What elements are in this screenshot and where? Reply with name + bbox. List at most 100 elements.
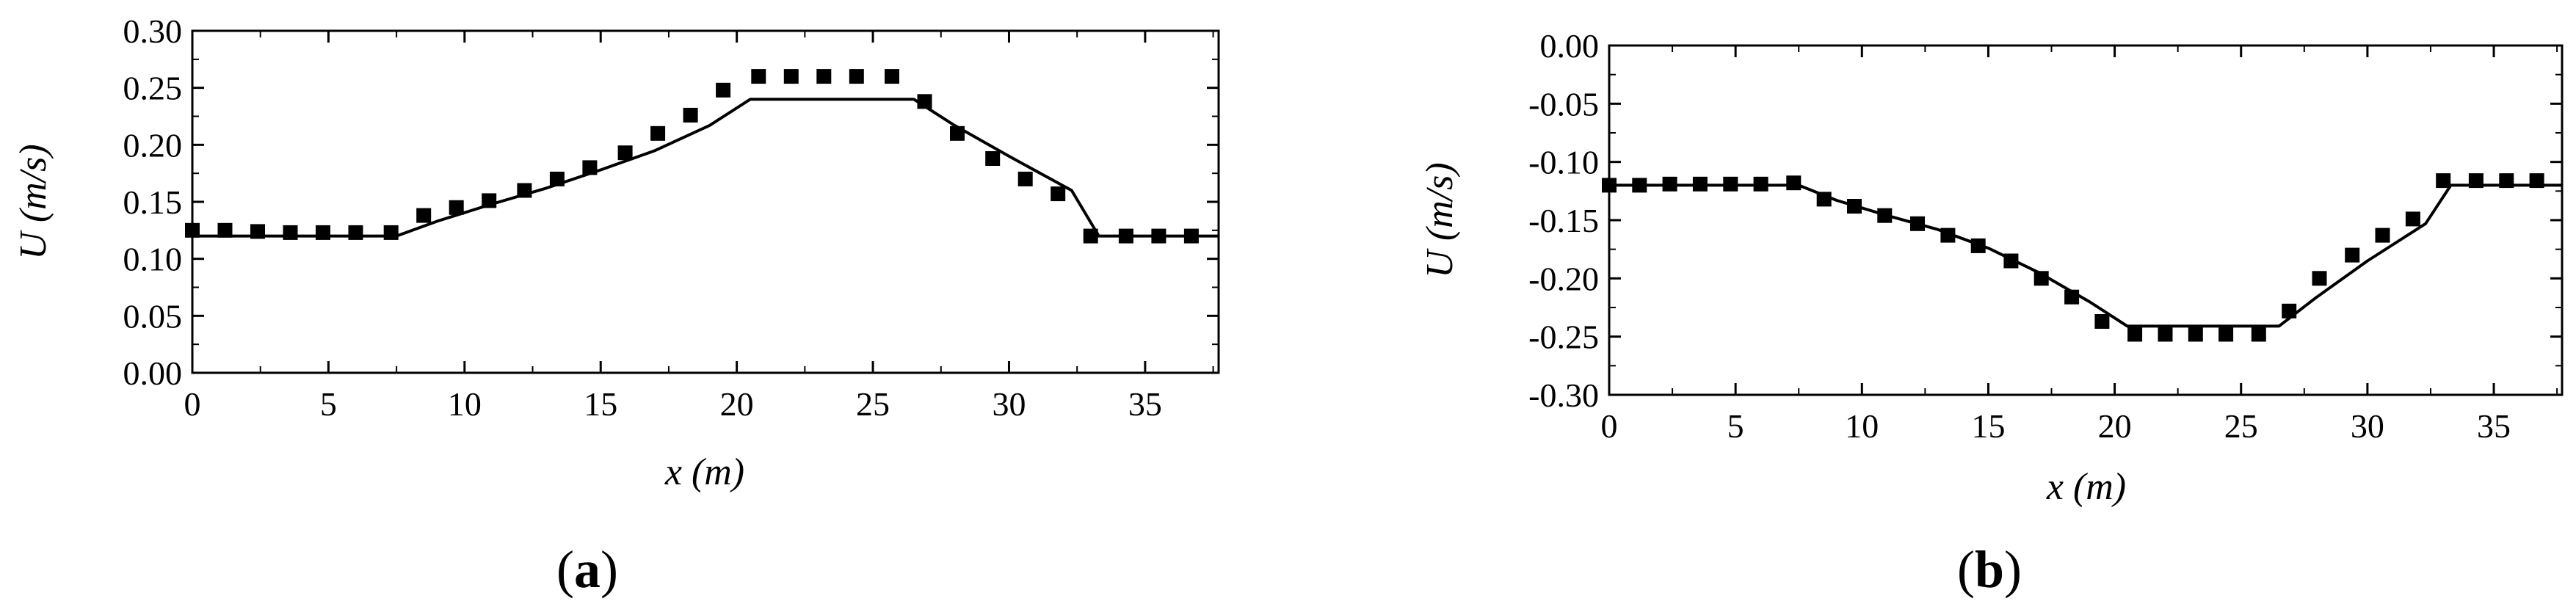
data-point xyxy=(316,225,330,240)
y-tick-label: 0.00 xyxy=(123,354,183,392)
data-point xyxy=(917,94,932,109)
data-point xyxy=(950,125,965,141)
y-tick-label: -0.20 xyxy=(1528,260,1599,297)
data-point xyxy=(716,82,731,98)
data-point xyxy=(2312,271,2327,286)
x-tick-label: 25 xyxy=(2224,407,2258,445)
y-tick-label: 0.30 xyxy=(123,12,183,50)
data-point xyxy=(416,208,432,223)
data-point xyxy=(751,69,766,84)
chart-b: 0 5 10 15 20 25 30 35 -0.30 -0.25 -0.20 -0.15 -0.10 -… xyxy=(1419,27,2564,508)
x-tick-label: 30 xyxy=(2351,407,2384,445)
data-point xyxy=(2218,327,2234,342)
y-tick-label: -0.30 xyxy=(1528,376,1599,414)
y-axis-label: U (m/s) xyxy=(12,144,54,259)
data-point xyxy=(1083,228,1098,244)
data-point xyxy=(1151,228,1167,244)
chart-a: 0 5 10 15 20 25 30 35 0.00 0.05 0.10 0.15 0.20 0.25 0.… xyxy=(12,12,1220,493)
x-tick-label: 25 xyxy=(856,385,890,423)
data-point xyxy=(1017,171,1033,186)
y-tick-label: -0.25 xyxy=(1528,319,1599,356)
data-point xyxy=(650,125,666,141)
data-point xyxy=(482,193,497,208)
plot-frame xyxy=(191,29,1220,374)
data-point xyxy=(985,151,1001,166)
data-point xyxy=(1970,238,1986,253)
data-point xyxy=(582,160,598,175)
data-point xyxy=(2127,327,2143,342)
data-point xyxy=(1786,175,1802,191)
data-point xyxy=(2499,173,2514,189)
y-tick-label: -0.05 xyxy=(1528,85,1599,123)
data-point xyxy=(2064,289,2080,305)
x-tick-label: 20 xyxy=(720,385,754,423)
data-point xyxy=(2003,253,2019,269)
data-point xyxy=(1723,176,1738,192)
data-point xyxy=(2094,314,2110,329)
data-point xyxy=(849,69,864,84)
data-point xyxy=(1183,228,1199,244)
y-tick-label: -0.10 xyxy=(1528,144,1599,181)
data-point xyxy=(683,107,698,123)
y-axis-label: U (m/s) xyxy=(1419,162,1461,277)
data-point xyxy=(1940,228,1956,243)
x-tick-label: 30 xyxy=(992,385,1026,423)
x-tick-label: 5 xyxy=(1727,407,1744,445)
data-point xyxy=(217,222,233,238)
y-tick-label: 0.20 xyxy=(123,126,183,164)
series-line xyxy=(1609,183,2562,328)
data-point xyxy=(517,183,532,198)
data-point xyxy=(2188,327,2203,342)
y-tick-label: 0.10 xyxy=(123,241,183,278)
data-point xyxy=(348,225,363,240)
data-point xyxy=(816,69,832,84)
series-line xyxy=(192,98,1219,238)
data-point xyxy=(1632,178,1647,193)
data-point xyxy=(2251,327,2266,342)
data-point xyxy=(1692,176,1708,192)
x-axis-label: x (m) xyxy=(664,451,744,493)
data-point xyxy=(1118,228,1133,244)
x-tick-label: 20 xyxy=(2098,407,2132,445)
data-point xyxy=(2468,173,2484,189)
data-point xyxy=(383,225,399,240)
x-axis-label: x (m) xyxy=(2046,466,2126,508)
x-tick-label: 35 xyxy=(2477,407,2511,445)
data-point xyxy=(2375,228,2390,243)
data-point xyxy=(1877,208,1893,223)
x-tick-label: 15 xyxy=(1971,407,2005,445)
x-tick-label: 10 xyxy=(1845,407,1879,445)
data-point xyxy=(449,200,464,215)
panel-label-a: (a) xyxy=(556,540,618,599)
x-tick-label: 5 xyxy=(320,385,337,423)
data-point xyxy=(2436,173,2451,189)
data-point xyxy=(283,225,298,240)
data-point xyxy=(2529,173,2544,189)
data-point xyxy=(549,171,565,186)
data-point xyxy=(885,69,899,84)
data-point xyxy=(783,69,799,84)
data-point xyxy=(185,222,200,238)
data-point xyxy=(617,145,633,161)
y-tick-label: 0.00 xyxy=(1540,27,1600,65)
x-tick-label: 0 xyxy=(184,385,201,423)
data-point xyxy=(1602,178,1617,193)
panel-label-b: (b) xyxy=(1957,540,2022,599)
data-point xyxy=(2033,271,2049,286)
y-tick-label: 0.15 xyxy=(123,183,183,221)
x-tick-label: 0 xyxy=(1601,407,1618,445)
data-point xyxy=(1753,176,1768,192)
data-point xyxy=(2158,327,2173,342)
data-point xyxy=(1816,192,1832,207)
data-point xyxy=(1051,186,1066,202)
y-tick-label: -0.15 xyxy=(1528,202,1599,239)
x-tick-label: 15 xyxy=(584,385,617,423)
y-tick-label: 0.25 xyxy=(123,70,183,107)
y-tick-label: 0.05 xyxy=(123,297,183,335)
data-point xyxy=(2405,211,2420,227)
data-point xyxy=(1847,199,1862,214)
data-point xyxy=(2345,247,2360,263)
x-tick-label: 35 xyxy=(1128,385,1162,423)
data-point xyxy=(1910,216,1925,231)
